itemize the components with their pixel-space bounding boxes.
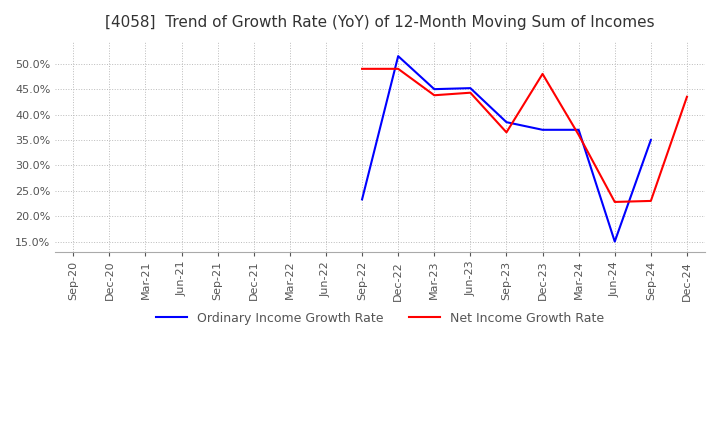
Net Income Growth Rate — [575, 132, 583, 138]
Ordinary Income Growth Rate — [502, 120, 510, 125]
Legend: Ordinary Income Growth Rate, Net Income Growth Rate: Ordinary Income Growth Rate, Net Income … — [151, 307, 609, 330]
Net Income Growth Rate — [539, 71, 547, 77]
Line: Net Income Growth Rate: Net Income Growth Rate — [362, 69, 687, 202]
Ordinary Income Growth Rate — [358, 197, 366, 202]
Net Income Growth Rate — [466, 90, 474, 95]
Ordinary Income Growth Rate — [394, 54, 402, 59]
Net Income Growth Rate — [358, 66, 366, 71]
Net Income Growth Rate — [430, 92, 438, 98]
Ordinary Income Growth Rate — [539, 127, 547, 132]
Ordinary Income Growth Rate — [466, 85, 474, 91]
Net Income Growth Rate — [647, 198, 655, 204]
Line: Ordinary Income Growth Rate: Ordinary Income Growth Rate — [362, 56, 651, 242]
Net Income Growth Rate — [611, 199, 619, 205]
Ordinary Income Growth Rate — [575, 127, 583, 132]
Net Income Growth Rate — [394, 66, 402, 71]
Ordinary Income Growth Rate — [647, 137, 655, 143]
Title: [4058]  Trend of Growth Rate (YoY) of 12-Month Moving Sum of Incomes: [4058] Trend of Growth Rate (YoY) of 12-… — [105, 15, 655, 30]
Net Income Growth Rate — [683, 94, 691, 99]
Ordinary Income Growth Rate — [430, 87, 438, 92]
Net Income Growth Rate — [502, 130, 510, 135]
Ordinary Income Growth Rate — [611, 239, 619, 244]
